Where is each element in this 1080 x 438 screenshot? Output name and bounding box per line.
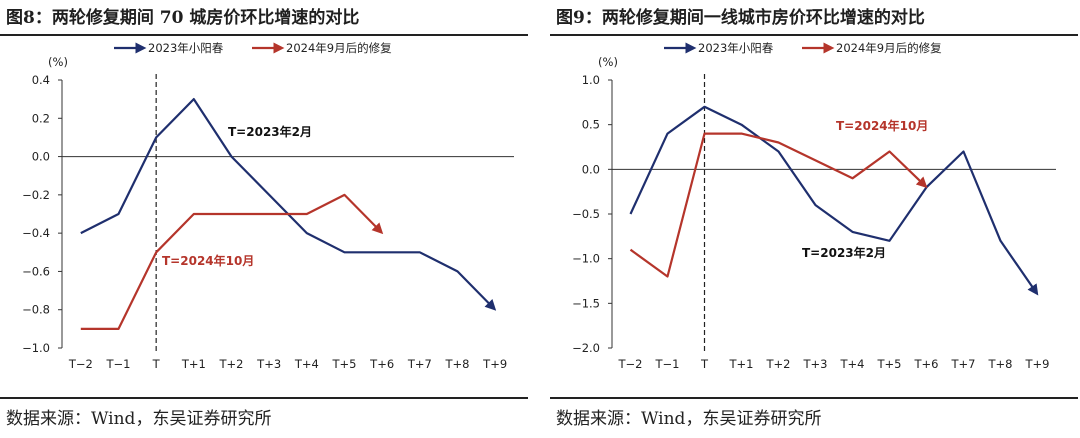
annotation-label: T=2024年10月 [836,118,928,133]
chart-panel-tier1-cities: 图9：两轮修复期间一线城市房价环比增速的对比 1.0 0.5 0.0 −0.5 −1.0… [550,0,1080,438]
y-tick-label: 0.0 [32,150,50,164]
x-tick-label: T+4 [840,357,865,371]
y-tick-label: −0.8 [22,303,50,317]
y-unit-label: (%) [48,55,68,69]
x-tick-label: T+7 [951,357,976,371]
x-tick-label: T+1 [181,357,206,371]
source-rule [550,397,1078,399]
x-tick-label: T+8 [445,357,470,371]
x-tick-label: T+4 [294,357,319,371]
y-tick-label: −0.2 [22,188,50,202]
chart-panel-70-cities: 图8：两轮修复期间 70 城房价环比增速的对比 0.4 0.2 0.0 −0.2 −0.… [0,0,530,438]
x-tick-label: T+3 [803,357,828,371]
x-tick-label: T+3 [256,357,281,371]
legend-label: 2024年9月后的修复 [836,41,942,55]
series-line-navy [629,105,1039,296]
x-tick-label: T+8 [988,357,1013,371]
y-tick-label: −1.5 [572,296,600,310]
x-tick-label: T+1 [729,357,754,371]
legend-label: 2023年小阳春 [698,41,774,55]
y-tick-label: 0.5 [582,118,600,132]
data-source: 数据来源：Wind，东吴证券研究所 [556,409,822,429]
x-tick-label: T+5 [877,357,902,371]
x-tick-label: T+9 [482,357,507,371]
x-tick-label: T−1 [106,357,131,371]
data-source: 数据来源：Wind，东吴证券研究所 [6,409,272,429]
x-tick-label: T−2 [68,357,93,371]
y-tick-label: 0.4 [32,73,50,87]
y-tick-label: 0.2 [32,111,50,125]
line-chart-70-cities: 0.4 0.2 0.0 −0.2 −0.4 −0.6 −0.8 −1.0 (%) T−2 T−1 T T… [22,41,514,371]
y-tick-label: −0.4 [22,226,50,240]
annotation-label: T=2023年2月 [802,245,886,260]
annotation-label: T=2023年2月 [228,124,312,139]
x-tick-label: T [700,357,709,371]
legend-label: 2024年9月后的修复 [286,41,392,55]
chart-title: 图9：两轮修复期间一线城市房价环比增速的对比 [556,8,925,28]
x-tick-label: T+7 [407,357,432,371]
x-tick-label: T+6 [369,357,394,371]
y-tick-label: −0.5 [572,207,600,221]
annotation-label: T=2024年10月 [162,253,254,268]
y-tick-label: −0.6 [22,264,50,278]
x-tick-label: T−2 [618,357,643,371]
title-rule [550,34,1078,36]
y-tick-label: −2.0 [572,341,600,355]
x-tick-label: T+9 [1025,357,1050,371]
x-tick-label: T+2 [766,357,791,371]
x-tick-label: T+2 [219,357,244,371]
x-tick-label: T+5 [332,357,357,371]
y-tick-label: −1.0 [572,252,600,266]
y-tick-label: −1.0 [22,341,50,355]
chart-title: 图8：两轮修复期间 70 城房价环比增速的对比 [6,8,360,28]
x-tick-label: T+6 [914,357,939,371]
y-tick-label: 1.0 [582,73,600,87]
line-chart-tier1-cities: 1.0 0.5 0.0 −0.5 −1.0 −1.5 −2.0 (%) T−2 T−1 T T+1 T+… [572,41,1056,371]
source-rule [0,397,528,399]
x-tick-label: T−1 [655,357,680,371]
y-tick-label: 0.0 [582,162,600,176]
y-unit-label: (%) [598,55,618,69]
x-tick-label: T [152,357,161,371]
title-rule [0,34,528,36]
series-line-red [629,132,928,278]
legend-label: 2023年小阳春 [148,41,224,55]
